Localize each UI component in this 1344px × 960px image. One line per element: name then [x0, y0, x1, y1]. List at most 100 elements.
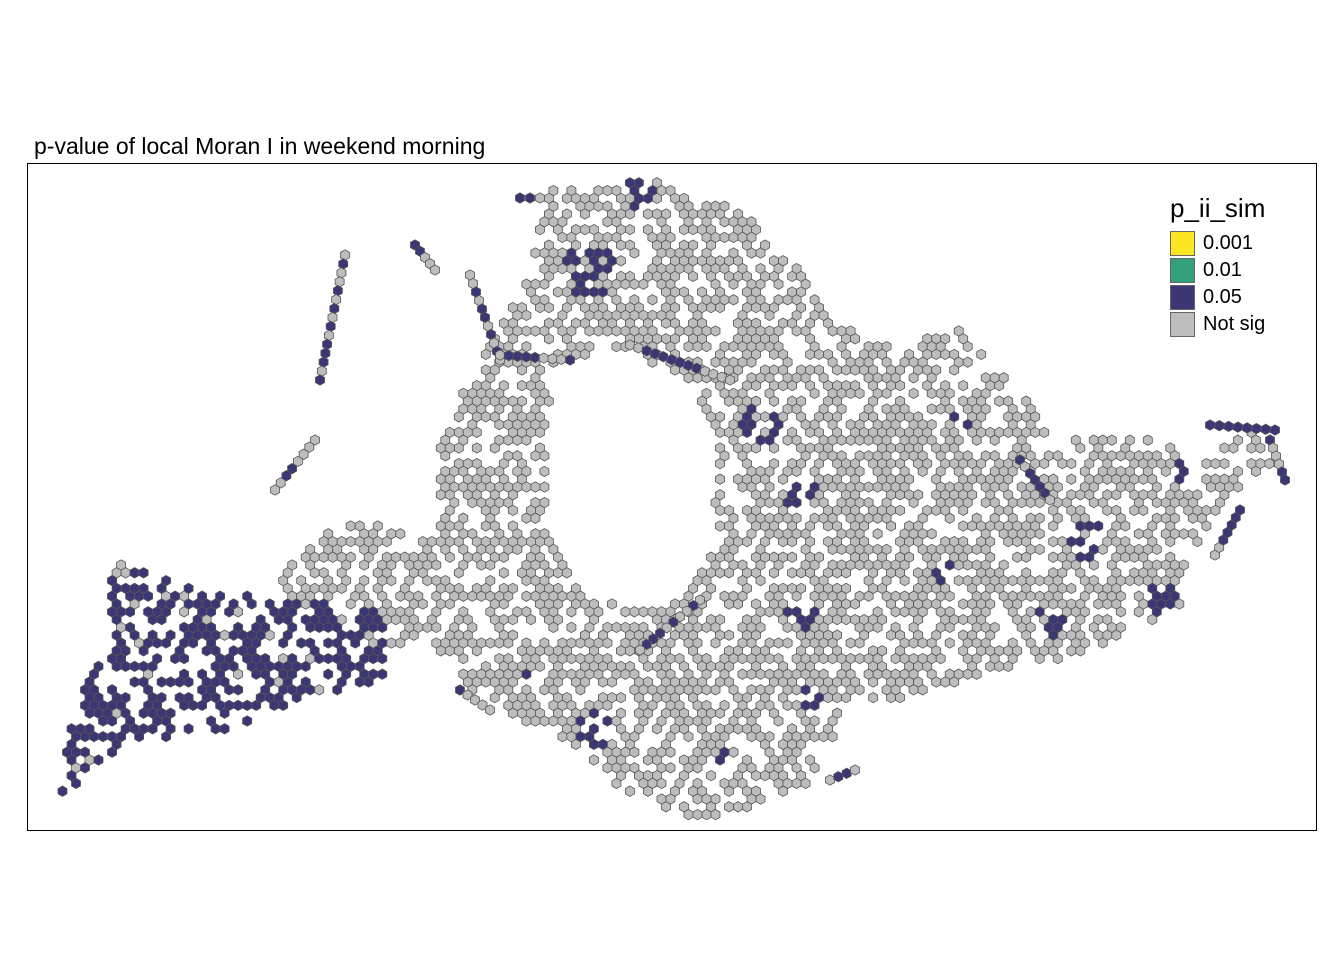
hex-cell	[270, 484, 280, 496]
hex-cell	[377, 668, 388, 680]
hex-cell	[701, 621, 712, 634]
legend-item-not-sig: Not sig	[1170, 311, 1265, 338]
hex-cell	[386, 637, 397, 649]
hex-cell	[625, 785, 635, 797]
hex-cell	[517, 364, 527, 376]
hex-cell	[787, 567, 797, 579]
hex-cell	[746, 668, 757, 680]
hex-cell	[1097, 543, 1108, 556]
hex-cell	[661, 317, 671, 329]
hex-cell	[841, 613, 851, 626]
hex-cell	[480, 311, 490, 324]
hex-cell	[1133, 606, 1144, 618]
hex-cell	[1147, 613, 1158, 626]
hex-cell	[377, 652, 388, 665]
hex-cell	[854, 434, 865, 446]
hex-cell	[89, 730, 99, 743]
hex-cell	[787, 551, 797, 563]
hex-cell	[773, 715, 784, 727]
hex-cell	[318, 551, 329, 563]
hex-cell	[530, 247, 541, 259]
hex-cell	[530, 450, 541, 462]
hex-cell	[107, 746, 117, 758]
hex-cell	[602, 216, 613, 228]
hex-cell	[1045, 494, 1055, 506]
hex-cell	[233, 668, 243, 680]
hex-cell	[305, 621, 316, 634]
hex-cell	[872, 528, 883, 540]
hex-cell	[778, 535, 788, 548]
hex-cell	[431, 559, 442, 571]
hex-cell	[832, 567, 842, 579]
hex-cell	[602, 637, 613, 649]
hex-cell	[917, 684, 928, 696]
hex-cell	[683, 730, 694, 743]
hex-cell	[498, 567, 509, 579]
hex-cell	[228, 629, 239, 641]
hex-cell	[863, 481, 874, 493]
hex-cell	[715, 473, 725, 485]
hex-cell	[134, 730, 144, 743]
hex-cell	[931, 676, 942, 688]
hex-cell	[602, 325, 613, 337]
hex-cell	[309, 567, 320, 579]
hex-cell	[625, 645, 635, 657]
hex-cell	[940, 676, 951, 688]
hex-cell	[422, 574, 433, 587]
hex-cell	[742, 801, 752, 813]
hex-cell	[1003, 660, 1014, 673]
hex-cell	[183, 723, 194, 735]
hex-cell	[787, 535, 797, 548]
hex-cell	[444, 645, 455, 657]
hex-cell	[233, 684, 243, 696]
hex-cell	[791, 325, 802, 337]
hex-cell	[593, 325, 604, 337]
hex-cell	[395, 637, 406, 649]
hex-cell	[728, 746, 739, 758]
hex-cell	[1111, 629, 1122, 641]
hex-cell	[1133, 528, 1144, 540]
legend-swatch	[1170, 312, 1195, 337]
hex-cell	[1264, 457, 1275, 470]
hex-cell	[1021, 551, 1032, 563]
hex-cell	[188, 637, 198, 649]
hex-cell	[833, 771, 844, 783]
hex-cell	[507, 707, 518, 719]
hex-cell	[650, 348, 660, 360]
hex-cell	[868, 676, 878, 688]
hex-cell	[521, 351, 532, 363]
hex-cell	[377, 621, 388, 634]
hex-cell	[665, 746, 676, 758]
hex-cell	[188, 699, 198, 712]
hex-cell	[544, 301, 554, 314]
hex-cell	[305, 684, 316, 696]
hex-cell	[242, 699, 253, 712]
hex-cell	[710, 684, 721, 696]
hex-cell	[778, 379, 788, 392]
hex-cell	[1120, 551, 1131, 563]
hex-cell	[210, 723, 221, 735]
hex-cell	[544, 395, 554, 407]
hex-cell	[183, 676, 194, 688]
hex-cell	[507, 504, 518, 517]
hex-cell	[629, 247, 640, 259]
hex-cell	[71, 777, 81, 790]
hex-cell	[733, 801, 743, 813]
hex-cell	[620, 278, 631, 290]
hex-cell	[647, 294, 658, 306]
hex-cell	[345, 535, 356, 548]
hex-cell	[931, 348, 942, 361]
hex-cell	[444, 551, 455, 563]
hex-cell	[764, 652, 775, 665]
hex-cell	[742, 426, 752, 439]
hex-cell	[530, 512, 541, 524]
hex-cell	[503, 349, 514, 362]
hex-cell	[827, 481, 838, 493]
hex-cell	[917, 637, 928, 649]
hex-cell	[935, 403, 946, 415]
hex-cell	[1265, 434, 1275, 446]
hex-cell	[1030, 426, 1041, 439]
hex-cell	[1093, 520, 1104, 532]
hex-cell	[724, 395, 734, 407]
hex-cell	[453, 567, 464, 579]
